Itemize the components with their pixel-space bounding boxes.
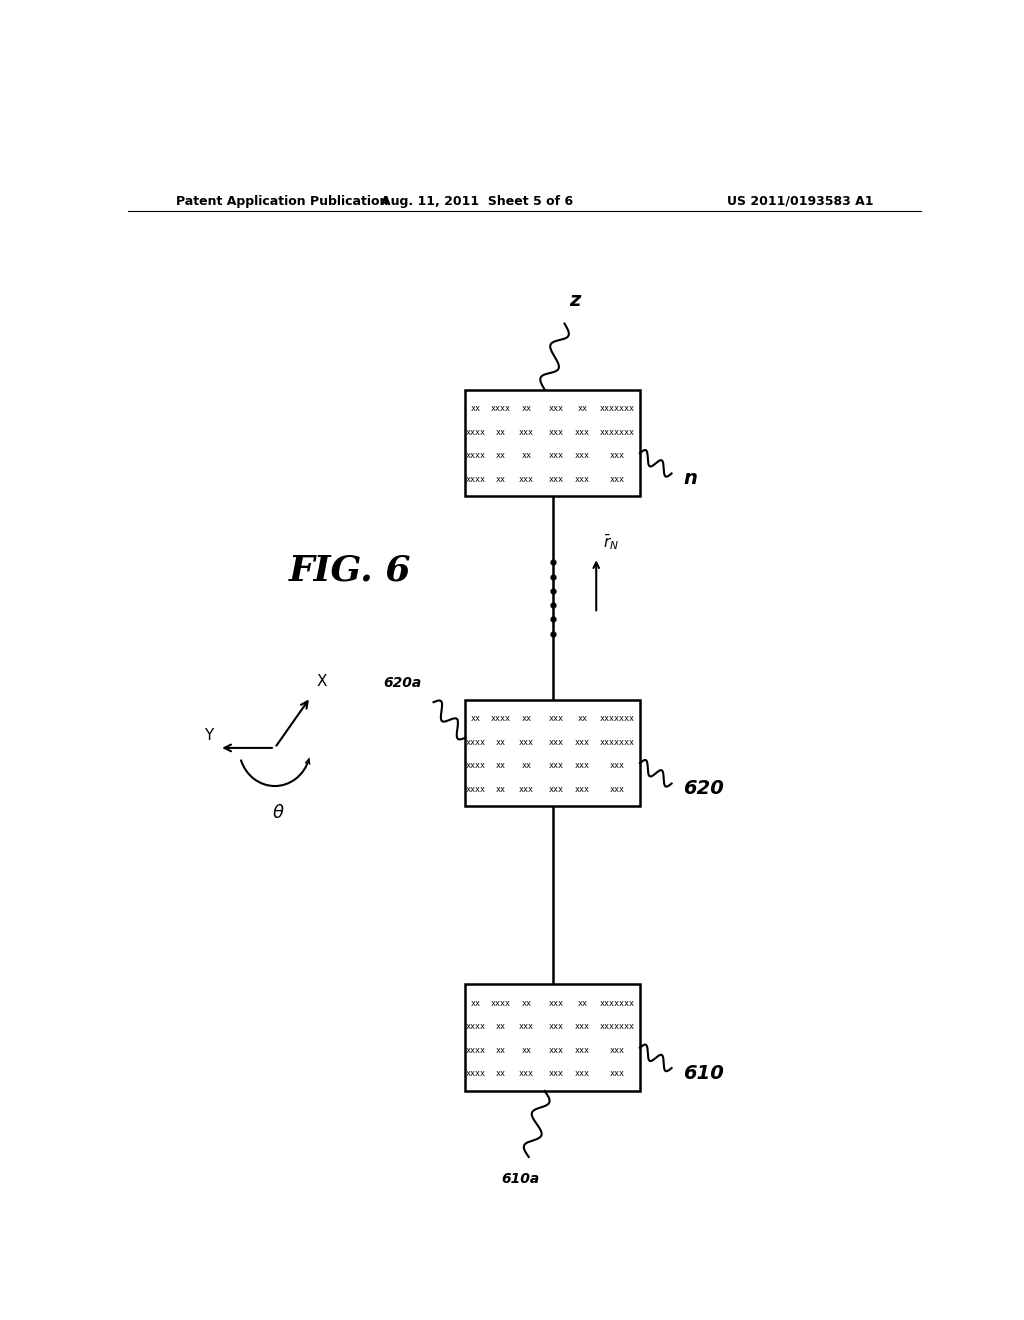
Text: xxx: xxx bbox=[519, 785, 534, 793]
Text: xxx: xxx bbox=[609, 785, 625, 793]
Bar bbox=[465, 700, 640, 807]
Text: xx: xx bbox=[521, 999, 531, 1008]
Text: xxxx: xxxx bbox=[466, 1069, 485, 1078]
Text: Aug. 11, 2011  Sheet 5 of 6: Aug. 11, 2011 Sheet 5 of 6 bbox=[381, 194, 573, 207]
Text: xx: xx bbox=[496, 428, 505, 437]
Bar bbox=[465, 985, 640, 1090]
Text: xxx: xxx bbox=[549, 1045, 563, 1055]
Text: $\bar{r}_N$: $\bar{r}_N$ bbox=[602, 532, 618, 552]
Text: xxx: xxx bbox=[519, 738, 534, 747]
Text: xxxxxxx: xxxxxxx bbox=[600, 404, 635, 413]
Text: US 2011/0193583 A1: US 2011/0193583 A1 bbox=[727, 194, 873, 207]
Text: xx: xx bbox=[471, 999, 480, 1008]
Text: xx: xx bbox=[521, 1045, 531, 1055]
Text: xxxxxxx: xxxxxxx bbox=[600, 738, 635, 747]
Text: xxxx: xxxx bbox=[466, 762, 485, 771]
Text: xx: xx bbox=[578, 404, 587, 413]
Text: xxx: xxx bbox=[519, 475, 534, 483]
Text: xxxx: xxxx bbox=[466, 785, 485, 793]
Text: xxxxxxx: xxxxxxx bbox=[600, 714, 635, 723]
Text: xxx: xxx bbox=[609, 1045, 625, 1055]
Text: xxx: xxx bbox=[519, 1069, 534, 1078]
Text: xxx: xxx bbox=[609, 1069, 625, 1078]
Text: xxxxxxx: xxxxxxx bbox=[600, 1023, 635, 1031]
Text: xxx: xxx bbox=[549, 785, 563, 793]
Text: xxx: xxx bbox=[549, 1069, 563, 1078]
Text: xxx: xxx bbox=[519, 428, 534, 437]
Text: 610: 610 bbox=[684, 1064, 724, 1082]
Text: Patent Application Publication: Patent Application Publication bbox=[176, 194, 388, 207]
Text: xx: xx bbox=[471, 404, 480, 413]
Text: xx: xx bbox=[521, 714, 531, 723]
Text: xx: xx bbox=[496, 1069, 505, 1078]
Text: xxx: xxx bbox=[574, 1023, 590, 1031]
Text: 620: 620 bbox=[684, 779, 724, 799]
Text: xx: xx bbox=[496, 1045, 505, 1055]
Text: xxx: xxx bbox=[574, 762, 590, 771]
Text: xxx: xxx bbox=[519, 1023, 534, 1031]
Text: xx: xx bbox=[471, 714, 480, 723]
Text: xxxx: xxxx bbox=[490, 714, 510, 723]
Text: xxx: xxx bbox=[549, 999, 563, 1008]
Text: xxx: xxx bbox=[574, 738, 590, 747]
Text: xxx: xxx bbox=[549, 762, 563, 771]
Text: xxx: xxx bbox=[574, 475, 590, 483]
Text: z: z bbox=[569, 292, 581, 310]
Text: xx: xx bbox=[496, 1023, 505, 1031]
Text: xxx: xxx bbox=[549, 428, 563, 437]
Text: xx: xx bbox=[578, 999, 587, 1008]
Text: xxxx: xxxx bbox=[490, 404, 510, 413]
Text: xxx: xxx bbox=[574, 451, 590, 461]
Text: xxx: xxx bbox=[549, 714, 563, 723]
Text: xx: xx bbox=[521, 404, 531, 413]
Text: 620a: 620a bbox=[383, 676, 422, 690]
Text: xx: xx bbox=[578, 714, 587, 723]
Text: xxx: xxx bbox=[549, 451, 563, 461]
Text: xx: xx bbox=[521, 762, 531, 771]
Text: xxxx: xxxx bbox=[466, 1023, 485, 1031]
Text: xx: xx bbox=[521, 451, 531, 461]
Text: X: X bbox=[316, 675, 327, 689]
Text: xx: xx bbox=[496, 762, 505, 771]
Text: 610a: 610a bbox=[502, 1172, 540, 1187]
Text: n: n bbox=[684, 469, 697, 488]
Text: xxx: xxx bbox=[574, 1045, 590, 1055]
Text: xxx: xxx bbox=[574, 785, 590, 793]
Text: Y: Y bbox=[204, 727, 213, 743]
Bar bbox=[465, 389, 640, 496]
Text: xxx: xxx bbox=[574, 1069, 590, 1078]
Text: xxx: xxx bbox=[549, 1023, 563, 1031]
Text: xx: xx bbox=[496, 785, 505, 793]
Text: xxxx: xxxx bbox=[466, 451, 485, 461]
Text: xxxx: xxxx bbox=[466, 428, 485, 437]
Text: xxxx: xxxx bbox=[466, 1045, 485, 1055]
Text: FIG. 6: FIG. 6 bbox=[289, 553, 412, 587]
Text: xxxx: xxxx bbox=[466, 475, 485, 483]
Text: xxx: xxx bbox=[549, 475, 563, 483]
Text: xx: xx bbox=[496, 451, 505, 461]
Text: xxxxxxx: xxxxxxx bbox=[600, 999, 635, 1008]
Text: $\theta$: $\theta$ bbox=[272, 804, 285, 822]
Text: xxx: xxx bbox=[609, 762, 625, 771]
Text: xxx: xxx bbox=[609, 475, 625, 483]
Text: xxx: xxx bbox=[549, 404, 563, 413]
Text: xxx: xxx bbox=[574, 428, 590, 437]
Text: xx: xx bbox=[496, 738, 505, 747]
Text: xxx: xxx bbox=[609, 451, 625, 461]
Text: xxxxxxx: xxxxxxx bbox=[600, 428, 635, 437]
Text: xxxx: xxxx bbox=[466, 738, 485, 747]
Text: xxxx: xxxx bbox=[490, 999, 510, 1008]
Text: xxx: xxx bbox=[549, 738, 563, 747]
Text: xx: xx bbox=[496, 475, 505, 483]
